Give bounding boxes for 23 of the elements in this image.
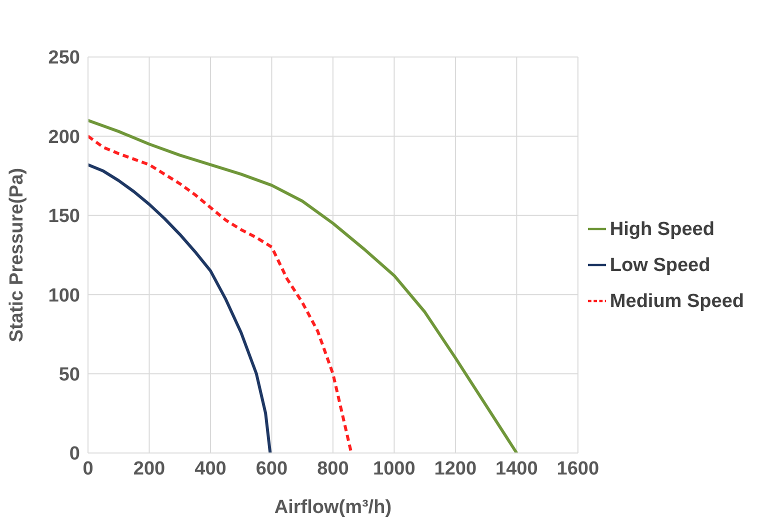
x-tick-label: 400 xyxy=(194,458,226,480)
y-tick-label: 100 xyxy=(48,285,80,306)
x-tick-label: 200 xyxy=(133,458,166,480)
y-tick-label: 150 xyxy=(48,206,80,228)
line-series xyxy=(88,134,353,453)
line-series xyxy=(88,163,272,453)
x-axis-title: Airflow(m³/h) xyxy=(274,497,392,518)
line-series xyxy=(88,118,518,453)
legend-label: High Speed xyxy=(610,218,714,240)
x-tick-label: 1400 xyxy=(496,458,538,480)
y-axis-title: Static Pressure(Pa) xyxy=(6,168,28,342)
x-tick-label: 800 xyxy=(317,458,349,480)
legend-label: Low Speed xyxy=(610,254,710,276)
x-tick-label: 600 xyxy=(256,458,288,480)
y-tick-label: 0 xyxy=(69,444,80,465)
y-tick-label: 250 xyxy=(48,48,80,69)
y-tick-label: 50 xyxy=(58,364,80,386)
x-tick-label: 1200 xyxy=(434,458,477,480)
x-tick-label: 1600 xyxy=(556,458,600,480)
legend-label: Medium Speed xyxy=(610,290,744,312)
y-tick-label: 200 xyxy=(48,126,80,148)
x-tick-label: 0 xyxy=(82,458,94,480)
x-tick-label: 1000 xyxy=(373,458,416,480)
